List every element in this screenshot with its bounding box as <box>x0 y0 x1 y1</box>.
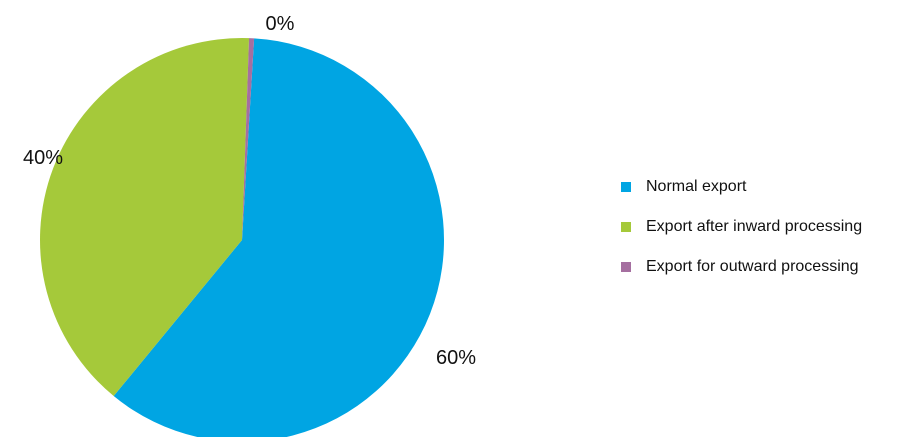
legend-label-normal-export: Normal export <box>646 178 747 195</box>
data-label-normal-export: 60% <box>436 347 476 369</box>
data-label-export-after-inward-processing: 40% <box>23 147 63 169</box>
legend-label-export-after-inward-processing: Export after inward processing <box>646 218 863 235</box>
legend-swatch-export-after-inward-processing <box>621 222 631 232</box>
pie-slice-normal-export <box>113 38 444 437</box>
legend-item-export-for-outward-processing: Export for outward processing <box>621 256 921 278</box>
legend-swatch-normal-export <box>621 182 631 192</box>
legend-item-export-after-inward-processing: Export after inward processing <box>621 216 921 238</box>
legend: Normal export Export after inward proces… <box>621 176 921 296</box>
legend-swatch-export-for-outward-processing <box>621 262 631 272</box>
data-label-export-for-outward-processing: 0% <box>266 13 295 35</box>
pie-slice-export-for-outward-processing <box>242 38 255 241</box>
legend-item-normal-export: Normal export <box>621 176 921 198</box>
legend-label-export-for-outward-processing: Export for outward processing <box>646 258 859 275</box>
pie-slice-export-after-inward-processing <box>39 37 250 397</box>
